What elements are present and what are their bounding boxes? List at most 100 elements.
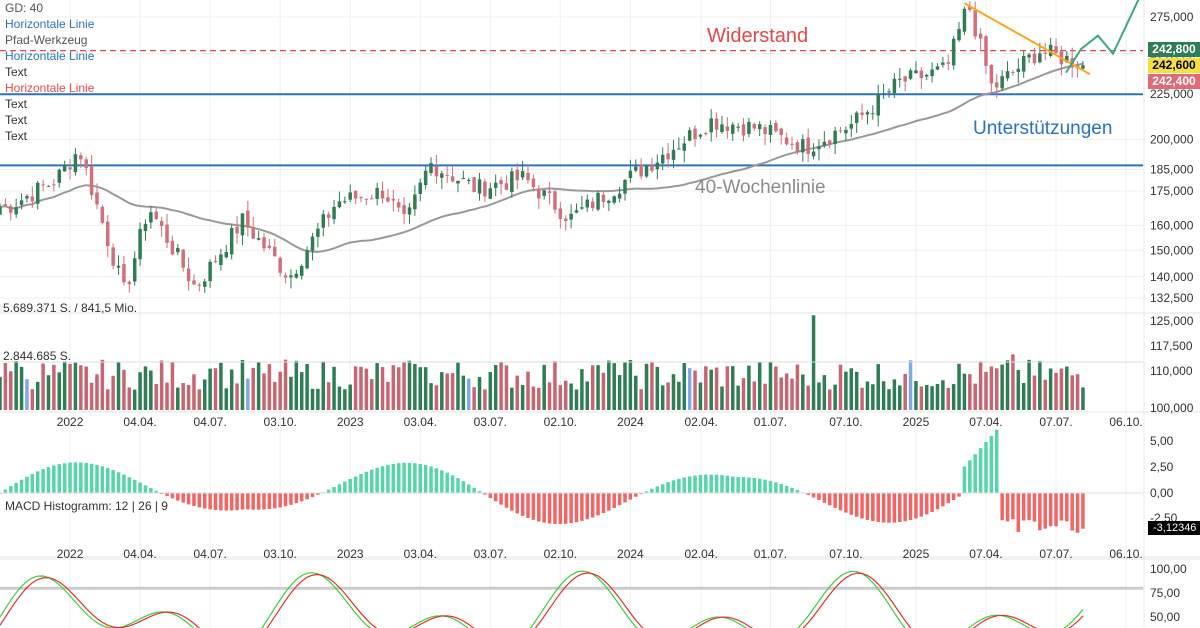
macd-bar [817, 493, 821, 501]
macd-bar [892, 493, 897, 523]
legend-item[interactable]: Text [5, 113, 28, 127]
volume-bar [811, 315, 816, 410]
macd-bar [542, 493, 546, 523]
candle-body [256, 238, 261, 240]
macd-bar [466, 484, 471, 493]
candle-body [493, 182, 498, 188]
volume-bar [79, 365, 83, 410]
volume-bar [763, 383, 767, 410]
volume-bar [623, 362, 627, 410]
legend-item[interactable]: Horizontale Linie [5, 17, 95, 31]
candle-body [601, 194, 606, 202]
volume-bar [634, 375, 638, 410]
candle-body [736, 126, 740, 128]
volume-bar [854, 371, 859, 410]
volume-bar [251, 367, 255, 410]
candle-body [682, 143, 687, 151]
legend-item[interactable]: Horizontale Linie [5, 81, 95, 95]
volume-bar [493, 365, 498, 410]
candle-body [332, 206, 336, 220]
volume-bar [1021, 382, 1026, 410]
macd-bar [601, 493, 606, 514]
candle-body [132, 258, 137, 282]
volume-bar [741, 378, 746, 410]
volume-bar [176, 387, 180, 410]
macd-bar [774, 482, 778, 493]
candle-body [660, 154, 665, 164]
volume-bar [908, 360, 913, 410]
macd-bar [617, 493, 622, 506]
macd-bar [698, 474, 703, 493]
candle-body [741, 124, 746, 136]
legend-item[interactable]: Text [5, 129, 28, 143]
volume-bar [1005, 360, 1010, 410]
volume-bar [256, 362, 261, 410]
candle-body [418, 182, 423, 195]
volume-bar [116, 361, 121, 410]
price-tag-high: 242,800 [1148, 42, 1200, 57]
candle-body [429, 163, 433, 174]
candle-body [634, 166, 638, 171]
legend-item[interactable]: Text [5, 97, 28, 111]
macd-bar [1075, 493, 1080, 533]
time-axis-label: 2024 [617, 547, 644, 561]
macd-bar [844, 493, 848, 513]
legend-item[interactable]: Pfad-Werkzeug [5, 33, 88, 47]
macd-bar [1043, 493, 1047, 529]
time-axis-label: 2023 [337, 415, 364, 429]
macd-bar [19, 479, 24, 493]
macd-label: MACD Histogramm: 12 | 26 | 9 [5, 499, 168, 513]
volume-bar [84, 366, 88, 410]
volume-bar [1000, 364, 1004, 410]
macd-bar [655, 486, 660, 493]
candle-body [650, 165, 654, 171]
candle-body [677, 148, 681, 150]
candle-body [774, 122, 778, 132]
macd-bar [563, 493, 568, 524]
volume-bar [984, 371, 988, 410]
time-axis-label: 07.10. [829, 415, 862, 429]
legend-item[interactable]: Horizontale Linie [5, 49, 95, 63]
macd-bar [359, 473, 363, 493]
candle-body [951, 38, 956, 66]
price-gridlines [0, 0, 1143, 628]
volume-bar [208, 368, 212, 410]
volume-bar [871, 384, 875, 410]
macd-bar [806, 493, 810, 495]
candle-body [89, 165, 94, 196]
legend-item[interactable]: GD: 40 [5, 1, 44, 15]
volume-bar [310, 388, 315, 410]
legend-item[interactable]: Text [5, 65, 28, 79]
volume-bar [326, 382, 331, 410]
macd-bar [391, 463, 396, 493]
volume-bar [396, 367, 401, 410]
candle-body [941, 62, 945, 65]
macd-bar [1070, 493, 1074, 531]
macd-bar [865, 493, 870, 520]
candle-body [989, 64, 994, 84]
candle-body [569, 213, 573, 220]
candle-body [957, 29, 961, 41]
macd-bar [639, 493, 643, 495]
macd-bar [660, 484, 665, 493]
candle-body [935, 66, 940, 70]
time-axis-label: 03.10. [263, 415, 296, 429]
candle-body [440, 173, 444, 178]
candle-body [644, 165, 649, 177]
time-axis-label: 07.07. [1039, 415, 1072, 429]
volume-bar [704, 366, 708, 410]
macd-bar [741, 477, 746, 493]
candle-body [461, 178, 466, 180]
volume-bar [407, 360, 412, 410]
time-axis-label: 07.04. [969, 415, 1002, 429]
candle-body [46, 185, 51, 187]
macd-bar [445, 472, 449, 493]
macd-bar [984, 442, 988, 493]
candle-body [995, 82, 999, 88]
macd-bar [79, 462, 83, 493]
candle-body [305, 250, 309, 269]
time-axis-label: 2023 [337, 547, 364, 561]
stoch-axis-label: 50,00 [1150, 610, 1180, 624]
volume-bar [558, 385, 563, 410]
